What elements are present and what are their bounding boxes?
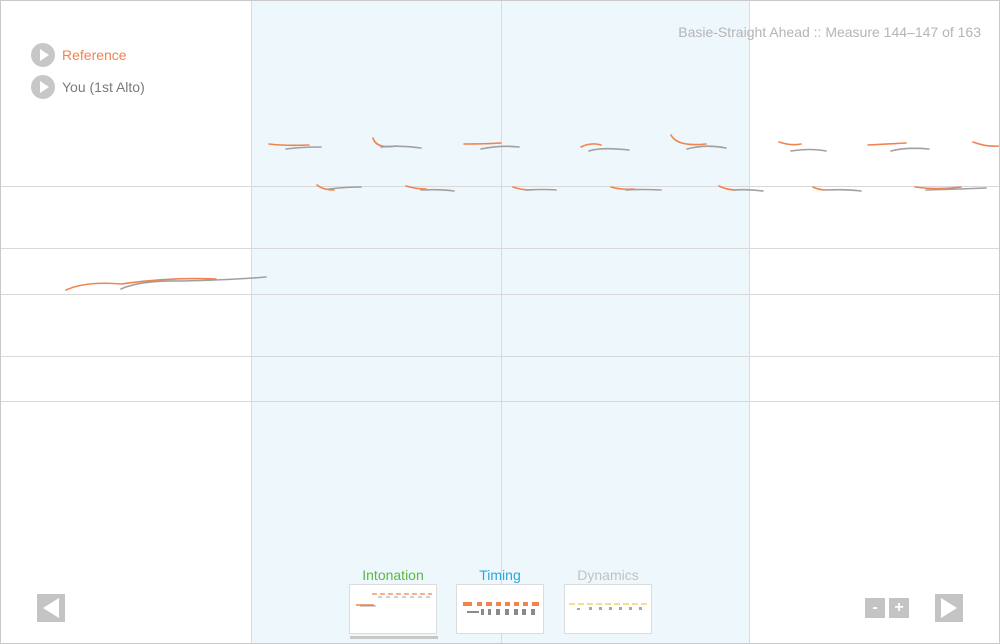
you-pitch-curve [733,188,764,192]
you-pitch-curve [525,188,557,191]
song-measure-title: Basie-Straight Ahead :: Measure 144–147 … [678,24,981,40]
you-pitch-curve [790,148,827,152]
tab-intonation-label: Intonation [362,567,424,583]
legend-reference[interactable]: Reference [31,43,127,67]
you-pitch-curve [825,188,862,192]
timing-thumbnail[interactable] [456,584,544,634]
measure-divider [501,1,502,643]
measure-divider [749,1,750,643]
you-pitch-curve [686,145,727,150]
intonation-thumbnail[interactable] [349,584,437,634]
reference-pitch-curve [867,142,907,146]
reference-pitch-curve [316,184,335,191]
reference-pitch-curve [914,186,962,190]
staff-line [1,248,999,249]
tab-dynamics-label: Dynamics [577,567,639,583]
reference-pitch-curve [718,185,737,191]
legend-you[interactable]: You (1st Alto) [31,75,145,99]
measure-divider [251,1,252,643]
tab-timing-label: Timing [479,567,521,583]
you-pitch-curve [925,187,987,191]
you-pitch-curve [328,186,362,190]
you-pitch-curve [380,145,422,149]
tab-dynamics[interactable]: Dynamics [564,567,652,634]
next-measure-button[interactable] [935,594,963,622]
dynamics-thumbnail[interactable] [564,584,652,634]
reference-pitch-curve [268,143,310,147]
you-pitch-curve [120,276,267,290]
you-label: You (1st Alto) [62,79,145,95]
previous-measure-button[interactable] [37,594,65,622]
reference-pitch-curve [463,142,502,145]
reference-pitch-curve [580,143,602,148]
reference-pitch-curve [972,141,999,147]
reference-label: Reference [62,47,127,63]
play-icon[interactable] [31,43,55,67]
you-pitch-curve [625,188,662,191]
reference-pitch-curve [65,277,217,291]
staff-line [1,186,999,187]
play-icon[interactable] [31,75,55,99]
you-pitch-curve [420,188,455,192]
current-measure-highlight [251,1,749,643]
reference-pitch-curve [778,141,802,146]
reference-pitch-curve [372,137,397,148]
reference-pitch-curve [670,134,707,146]
you-pitch-curve [588,147,630,152]
active-tab-indicator [350,636,438,639]
zoom-out-button[interactable]: - [865,598,885,618]
reference-pitch-curve [812,186,827,191]
staff-line [1,356,999,357]
you-pitch-curve [285,146,322,150]
reference-pitch-curve [610,186,635,191]
staff-line [1,294,999,295]
reference-pitch-curve [405,185,427,190]
zoom-in-button[interactable]: + [889,598,909,618]
you-pitch-curve [480,145,520,150]
tab-timing[interactable]: Timing [456,567,544,634]
you-pitch-curve [890,147,930,152]
tab-intonation[interactable]: Intonation [349,567,437,634]
staff-line [1,401,999,402]
